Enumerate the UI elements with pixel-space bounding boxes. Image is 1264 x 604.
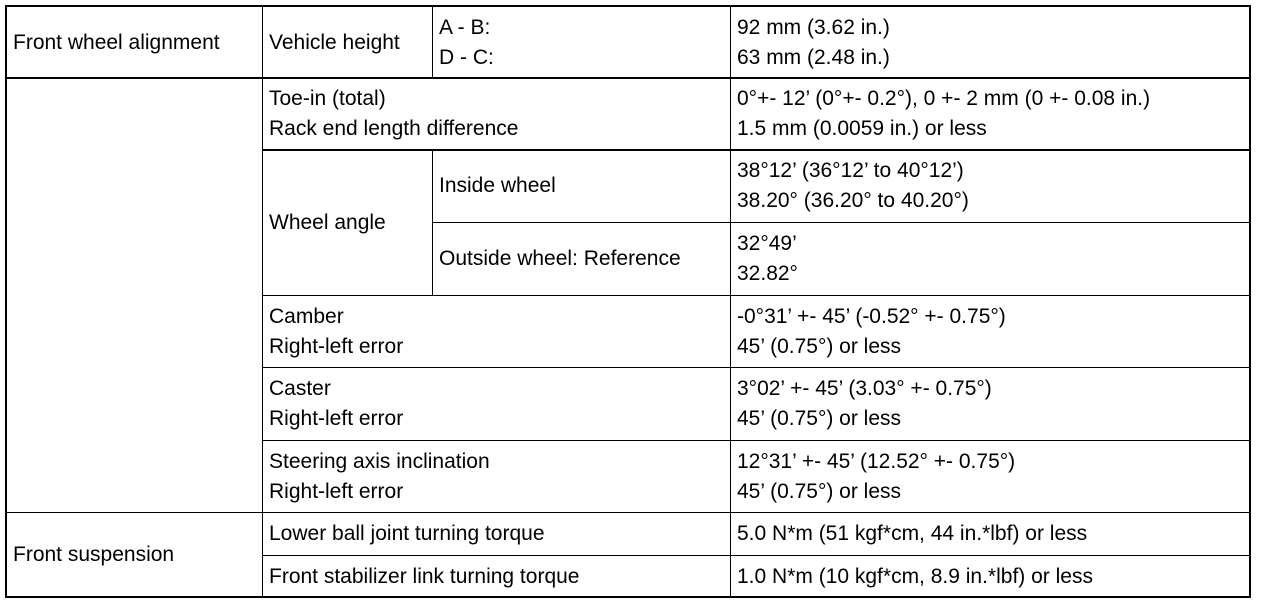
cell-text: Right-left error: [269, 334, 404, 358]
cell-text: Inside wheel: [439, 174, 556, 197]
cell-text: Front wheel alignment: [13, 30, 220, 54]
table-cell: 32°49’ 32.82°: [730, 222, 1251, 296]
table-cell: 38°12’ (36°12’ to 40°12’) 38.20° (36.20° …: [730, 149, 1251, 223]
cell-text: D - C:: [439, 45, 494, 69]
cell-text: 12°31’ +- 45’ (12.52° +- 0.75°): [737, 449, 1016, 473]
empty-cell: [6, 77, 263, 513]
cell-text: 63 mm (2.48 in.): [737, 45, 890, 69]
cell-text: Front suspension: [13, 543, 175, 566]
table-cell: 5.0 N*m (51 kgf*cm, 44 in.*lbf) or less: [730, 512, 1251, 556]
cell-text: 1.0 N*m (10 kgf*cm, 8.9 in.*lbf) or less: [737, 564, 1093, 588]
table-cell: Front stabilizer link turning torque: [262, 555, 731, 598]
cell-text: 5.0 N*m (51 kgf*cm, 44 in.*lbf) or less: [737, 522, 1088, 545]
table-cell: Wheel angle: [262, 149, 433, 296]
table-cell: A - B: D - C:: [432, 6, 731, 79]
cell-text: Front stabilizer link turning torque: [269, 564, 580, 588]
table-cell: 12°31’ +- 45’ (12.52° +- 0.75°) 45’ (0.75…: [730, 440, 1251, 513]
cell-text: Lower ball joint turning torque: [269, 522, 545, 545]
cell-text: 38.20° (36.20° to 40.20°): [737, 189, 969, 212]
cell-text: 32°49’: [737, 232, 797, 255]
table-cell: 1.0 N*m (10 kgf*cm, 8.9 in.*lbf) or less: [730, 555, 1251, 598]
table-cell: -0°31’ +- 45’ (-0.52° +- 0.75°) 45’ (0.75…: [730, 295, 1251, 368]
cell-text: 92 mm (3.62 in.): [737, 15, 890, 39]
cell-text: 0°+- 12’ (0°+- 0.2°), 0 +- 2 mm (0 +- 0.…: [737, 87, 1151, 110]
cell-text: Wheel angle: [269, 210, 386, 234]
cell-text: 45’ (0.75°) or less: [737, 334, 902, 358]
cell-text: -0°31’ +- 45’ (-0.52° +- 0.75°): [737, 304, 1006, 328]
cell-text: A - B:: [439, 15, 491, 39]
cell-text: 45’ (0.75°) or less: [737, 479, 902, 503]
table-cell: Steering axis inclination Right-left erro…: [262, 440, 731, 513]
cell-text: Rack end length difference: [269, 117, 519, 140]
cell-text: Toe-in (total): [269, 87, 386, 110]
cell-text: Camber: [269, 304, 344, 328]
table-cell: 3°02’ +- 45’ (3.03° +- 0.75°) 45’ (0.75°)…: [730, 367, 1251, 441]
table-cell: Lower ball joint turning torque: [262, 512, 731, 556]
cell-text: 1.5 mm (0.0059 in.) or less: [737, 117, 987, 140]
cell-text: Outside wheel: Reference: [439, 247, 681, 270]
table-cell: Outside wheel: Reference: [432, 222, 731, 296]
cell-text: Vehicle height: [269, 30, 400, 54]
table-cell: Front suspension: [6, 512, 263, 598]
table-cell: Camber Right-left error: [262, 295, 731, 368]
table-cell: Vehicle height: [262, 6, 433, 79]
table-cell: 0°+- 12’ (0°+- 0.2°), 0 +- 2 mm (0 +- 0.…: [730, 77, 1251, 151]
cell-text: 32.82°: [737, 262, 798, 285]
table-cell: Caster Right-left error: [262, 367, 731, 441]
cell-text: Right-left error: [269, 407, 404, 430]
cell-text: Steering axis inclination: [269, 449, 490, 473]
table-cell: Inside wheel: [432, 149, 731, 223]
cell-text: Right-left error: [269, 479, 404, 503]
table-cell: Toe-in (total) Rack end length difference: [262, 77, 731, 151]
cell-text: 45’ (0.75°) or less: [737, 407, 902, 430]
cell-text: Caster: [269, 377, 331, 400]
cell-text: 38°12’ (36°12’ to 40°12’): [737, 159, 964, 182]
cell-text: 3°02’ +- 45’ (3.03° +- 0.75°): [737, 377, 992, 400]
table-cell: Front wheel alignment: [6, 6, 263, 79]
table-cell: 92 mm (3.62 in.) 63 mm (2.48 in.): [730, 6, 1251, 79]
